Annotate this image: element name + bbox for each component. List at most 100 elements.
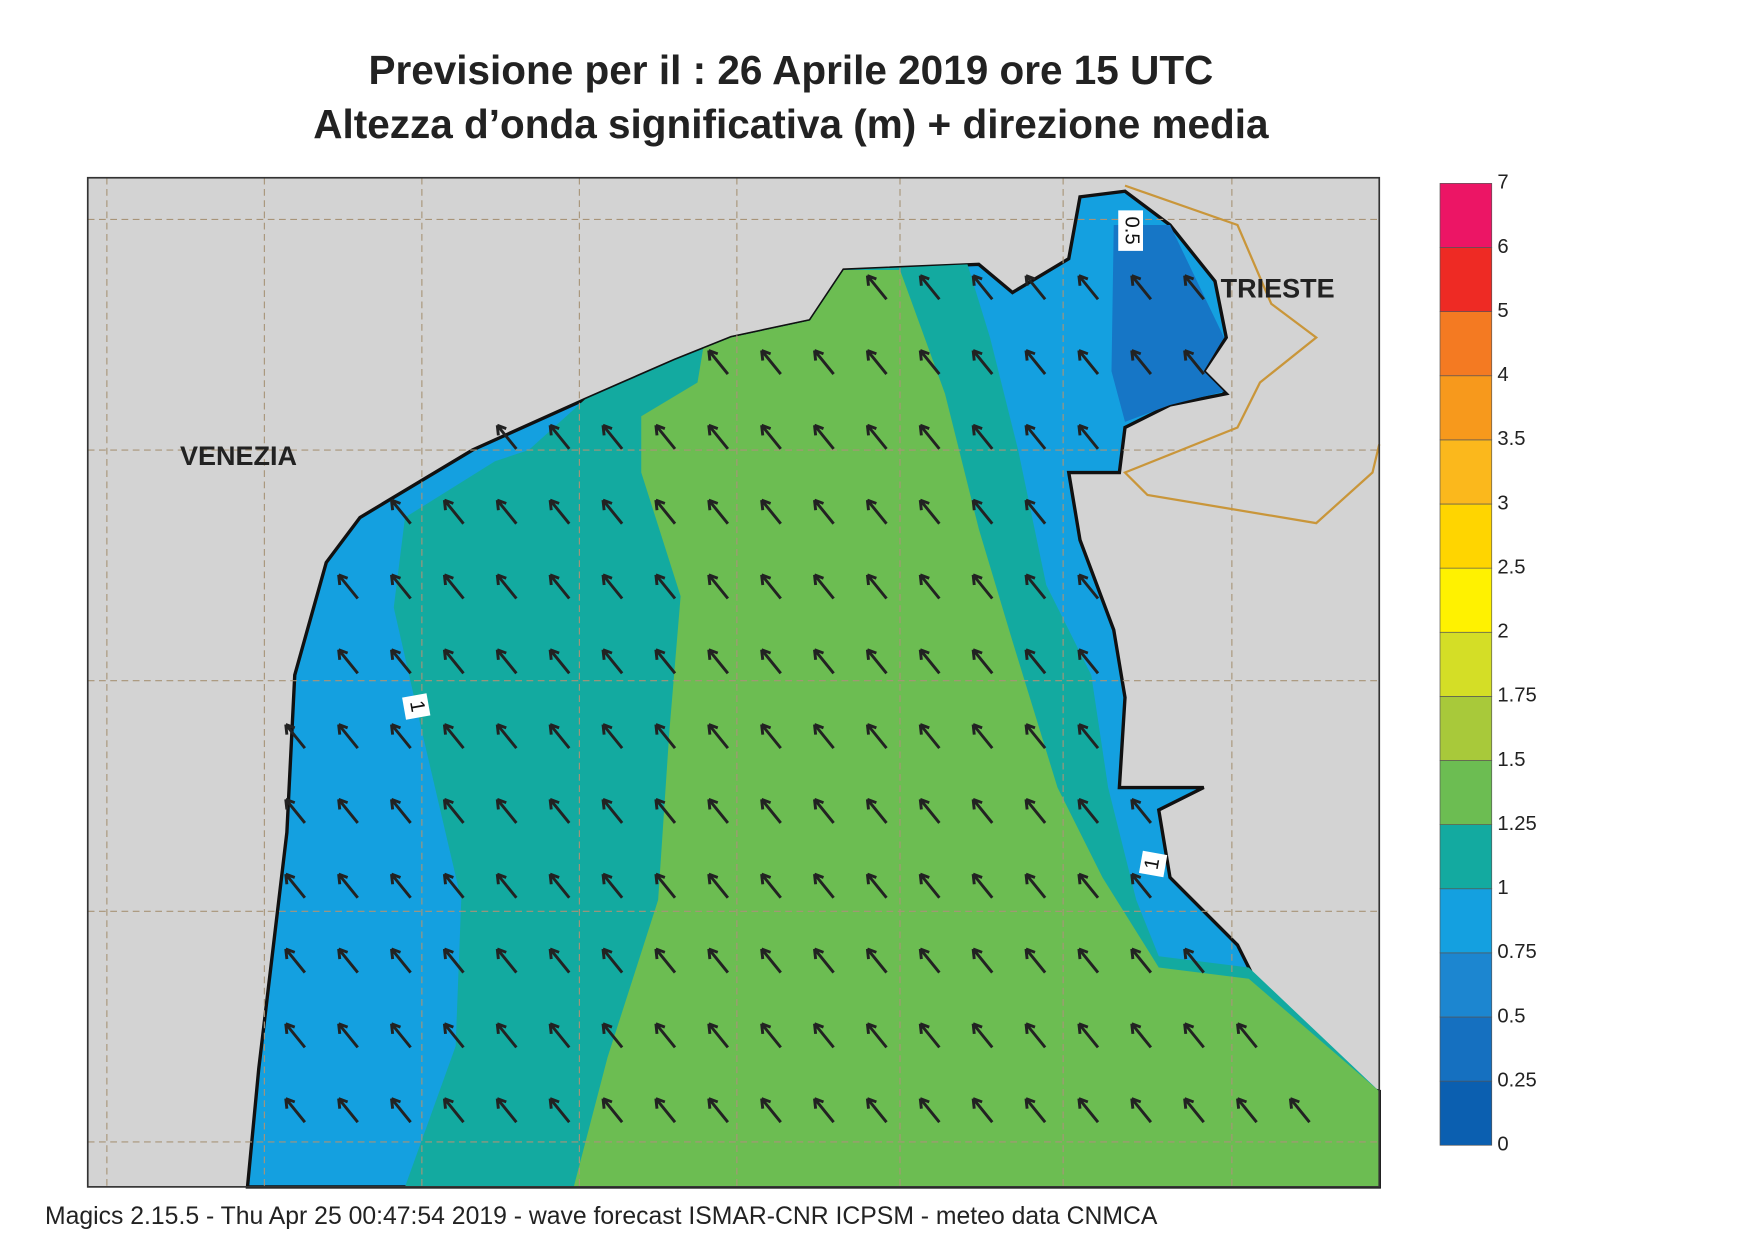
direction-arrow xyxy=(707,723,730,750)
sea-dark xyxy=(1111,225,1224,422)
direction-arrow xyxy=(707,573,730,600)
direction-arrow xyxy=(1024,872,1047,899)
direction-arrow xyxy=(495,797,518,824)
direction-arrow xyxy=(390,947,412,974)
direction-arrow xyxy=(1024,349,1047,375)
direction-arrow xyxy=(442,573,465,600)
direction-arrow xyxy=(337,1022,359,1049)
direction-arrow xyxy=(1077,723,1100,750)
direction-arrow xyxy=(284,797,307,824)
direction-arrow xyxy=(284,947,307,974)
direction-arrow xyxy=(654,947,677,974)
direction-arrow xyxy=(1024,274,1047,301)
direction-arrow xyxy=(865,1097,888,1124)
direction-arrow xyxy=(390,872,412,899)
direction-arrow xyxy=(1130,872,1153,899)
direction-arrow xyxy=(284,1097,307,1124)
contour-label-text: 1 xyxy=(405,699,429,714)
direction-arrow xyxy=(971,1097,994,1124)
colorbar-tick-label: 0.25 xyxy=(1497,1069,1536,1091)
direction-arrow xyxy=(337,947,359,974)
colorbar-band xyxy=(1439,439,1493,505)
direction-arrow xyxy=(760,573,782,600)
direction-arrow xyxy=(1183,1097,1205,1124)
direction-arrow xyxy=(918,872,941,899)
direction-arrow xyxy=(390,1022,412,1049)
contour-label: 1 xyxy=(1138,850,1168,878)
direction-arrow xyxy=(1236,1097,1258,1124)
direction-arrow xyxy=(707,648,730,675)
direction-arrow xyxy=(442,648,465,675)
border xyxy=(1122,184,1381,525)
direction-arrow xyxy=(1024,648,1047,675)
direction-arrow xyxy=(337,1097,359,1124)
direction-arrow xyxy=(707,797,730,824)
direction-arrow xyxy=(1024,573,1047,600)
direction-arrow xyxy=(1183,274,1205,301)
direction-arrow xyxy=(971,498,994,525)
direction-arrow xyxy=(1024,1097,1047,1124)
place-label: VENEZIA xyxy=(180,441,297,471)
direction-arrow xyxy=(1024,498,1047,525)
colorbar-tick-label: 0.75 xyxy=(1497,941,1536,963)
direction-arrow xyxy=(865,1022,888,1049)
direction-arrow xyxy=(548,573,571,600)
direction-arrow xyxy=(971,947,994,974)
direction-arrow xyxy=(601,1022,624,1049)
direction-arrow xyxy=(1236,1022,1258,1049)
colorbar-tick-label: 2 xyxy=(1497,621,1508,643)
direction-arrow xyxy=(548,872,571,899)
direction-arrow xyxy=(390,573,412,600)
direction-arrow xyxy=(654,573,677,600)
direction-arrow xyxy=(918,274,941,301)
colorbar-tick-label: 7 xyxy=(1497,172,1508,194)
title-line: Altezza d’onda significativa (m) + direz… xyxy=(313,101,1269,147)
direction-arrow xyxy=(1077,1022,1100,1049)
map: VENEZIA TRIESTE 0.5 1 1 xyxy=(86,176,1381,1189)
colorbar-tick-label: 1.25 xyxy=(1497,813,1536,835)
direction-arrow xyxy=(654,872,677,899)
direction-arrow xyxy=(865,797,888,824)
direction-arrow xyxy=(865,349,888,375)
direction-arrow xyxy=(337,723,359,750)
direction-arrow xyxy=(1077,947,1100,974)
direction-arrow xyxy=(918,349,941,375)
direction-arrow xyxy=(1130,797,1153,824)
colorbar: 0 0.25 0.5 0.75 1 1.25 1.5 1.75 2 2.5 3 3.5 4 5 6 7 xyxy=(1439,172,1537,1156)
direction-arrow xyxy=(284,723,307,750)
colorbar-band xyxy=(1439,760,1493,825)
direction-arrow xyxy=(971,274,994,301)
direction-arrow xyxy=(760,498,782,525)
direction-arrow xyxy=(495,872,518,899)
direction-arrow xyxy=(971,423,994,450)
direction-arrow xyxy=(601,723,624,750)
colorbar-band xyxy=(1439,1016,1493,1082)
contour-label: 0.5 xyxy=(1118,210,1143,251)
direction-arrow xyxy=(442,872,465,899)
direction-arrow xyxy=(760,723,782,750)
direction-arrow xyxy=(1077,349,1100,375)
colorbar-band xyxy=(1439,824,1493,890)
direction-arrow xyxy=(1130,1022,1153,1049)
colorbar-tick-label: 1.75 xyxy=(1497,685,1536,707)
direction-arrow xyxy=(654,723,677,750)
direction-arrow xyxy=(971,573,994,600)
direction-arrow xyxy=(654,1022,677,1049)
direction-arrow xyxy=(918,723,941,750)
direction-arrow xyxy=(1183,349,1205,375)
direction-arrow xyxy=(707,423,730,450)
direction-arrow xyxy=(1077,423,1100,450)
arrows xyxy=(284,274,1311,1124)
direction-arrow xyxy=(865,947,888,974)
direction-arrow xyxy=(1130,947,1153,974)
direction-arrow xyxy=(601,1097,624,1124)
direction-arrow xyxy=(548,648,571,675)
direction-arrow xyxy=(918,797,941,824)
direction-arrow xyxy=(760,648,782,675)
colorbar-band xyxy=(1439,183,1493,248)
direction-arrow xyxy=(813,1022,835,1049)
direction-arrow xyxy=(865,872,888,899)
direction-arrow xyxy=(918,648,941,675)
direction-arrow xyxy=(813,573,835,600)
direction-arrow xyxy=(1077,797,1100,824)
